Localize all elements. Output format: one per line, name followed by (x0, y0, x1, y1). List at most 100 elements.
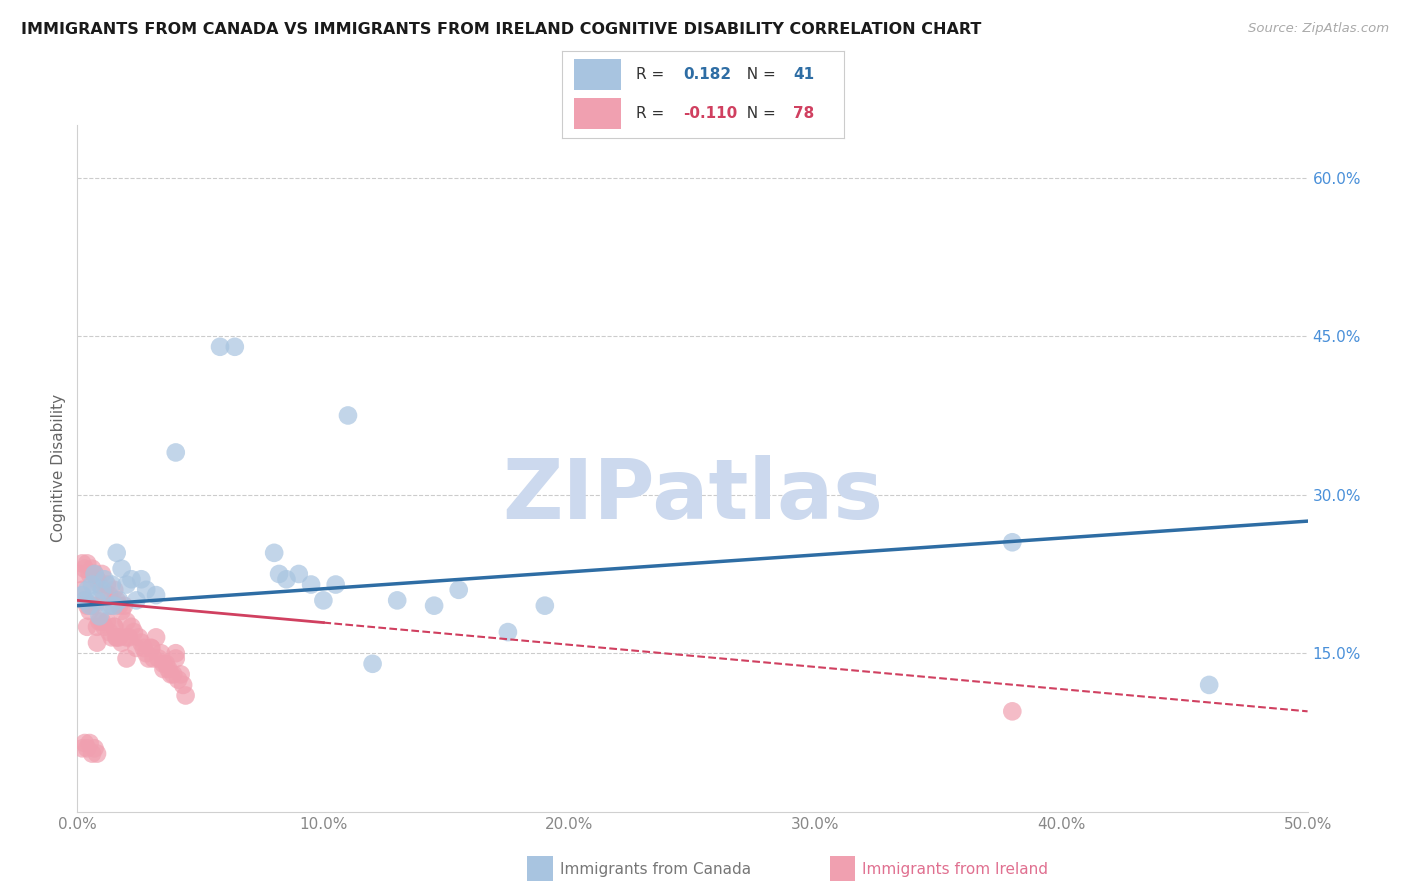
Point (83, 566, 105, 581)
Point (111, 635, 132, 649)
Point (82, 577, 104, 591)
Point (152, 657, 174, 671)
Point (172, 678, 194, 692)
Text: ZIPatlas: ZIPatlas (502, 455, 883, 536)
Point (76, 599, 98, 613)
Point (299, 577, 322, 591)
Point (174, 689, 197, 703)
Point (73, 562, 96, 576)
Point (76, 741, 98, 756)
Point (276, 572, 298, 586)
Point (105, 631, 128, 645)
Point (108, 593, 131, 607)
Point (150, 646, 173, 660)
Y-axis label: Cognitive Disability: Cognitive Disability (51, 394, 66, 542)
Text: N =: N = (737, 106, 780, 121)
Point (167, 673, 190, 687)
Point (135, 582, 157, 597)
Point (70, 588, 93, 602)
Point (325, 577, 347, 591)
Point (1001, 704, 1024, 718)
Point (534, 599, 557, 613)
Point (115, 651, 138, 665)
Point (89, 609, 111, 624)
Point (142, 651, 165, 665)
Point (1001, 535, 1024, 549)
Point (108, 599, 131, 613)
Point (83, 599, 105, 613)
Point (90, 566, 114, 581)
Point (86, 572, 108, 586)
Point (73, 593, 96, 607)
Text: N =: N = (737, 67, 780, 82)
Point (165, 445, 187, 459)
Point (82, 599, 104, 613)
Point (209, 340, 232, 354)
Text: 0.182: 0.182 (683, 67, 731, 82)
Point (89, 615, 111, 629)
Point (86, 620, 108, 634)
Text: Immigrants from Ireland: Immigrants from Ireland (862, 863, 1047, 877)
Point (125, 640, 148, 655)
Point (103, 620, 125, 634)
Point (93, 620, 115, 634)
Point (312, 593, 335, 607)
Point (73, 593, 96, 607)
Point (79, 566, 101, 581)
Point (103, 620, 125, 634)
Point (145, 588, 167, 602)
Point (96, 577, 118, 591)
Point (76, 582, 98, 597)
Point (90, 582, 114, 597)
Point (115, 577, 138, 591)
Point (111, 604, 132, 618)
Text: 78: 78 (793, 106, 814, 121)
Point (69, 566, 91, 581)
Point (447, 582, 470, 597)
Point (73, 736, 96, 750)
Text: -0.110: -0.110 (683, 106, 738, 121)
FancyBboxPatch shape (574, 98, 621, 129)
Point (70, 741, 93, 756)
Point (93, 572, 115, 586)
Point (361, 657, 384, 671)
Point (86, 593, 108, 607)
Point (423, 599, 446, 613)
Point (160, 667, 183, 681)
Point (108, 631, 131, 645)
Point (269, 566, 291, 581)
Point (162, 667, 184, 681)
Point (152, 662, 174, 676)
Point (83, 566, 105, 581)
Point (105, 593, 128, 607)
Point (141, 640, 163, 655)
Text: R =: R = (636, 106, 669, 121)
Point (82, 562, 104, 576)
Point (83, 741, 105, 756)
Point (157, 662, 180, 676)
Point (115, 615, 138, 629)
FancyBboxPatch shape (574, 59, 621, 90)
Text: Immigrants from Canada: Immigrants from Canada (560, 863, 751, 877)
Point (112, 599, 135, 613)
Point (90, 615, 114, 629)
Point (86, 635, 108, 649)
Point (101, 599, 124, 613)
Point (76, 557, 98, 571)
Point (148, 651, 170, 665)
Point (115, 631, 138, 645)
Point (103, 582, 125, 597)
Point (79, 736, 101, 750)
Point (165, 646, 187, 660)
Point (155, 657, 177, 671)
Text: 41: 41 (793, 67, 814, 82)
Point (224, 340, 246, 354)
Point (121, 572, 143, 586)
Point (101, 577, 124, 591)
Point (103, 599, 125, 613)
Text: Source: ZipAtlas.com: Source: ZipAtlas.com (1249, 22, 1389, 36)
Point (129, 635, 153, 649)
Point (89, 577, 111, 591)
Point (82, 747, 104, 761)
Point (496, 625, 519, 640)
